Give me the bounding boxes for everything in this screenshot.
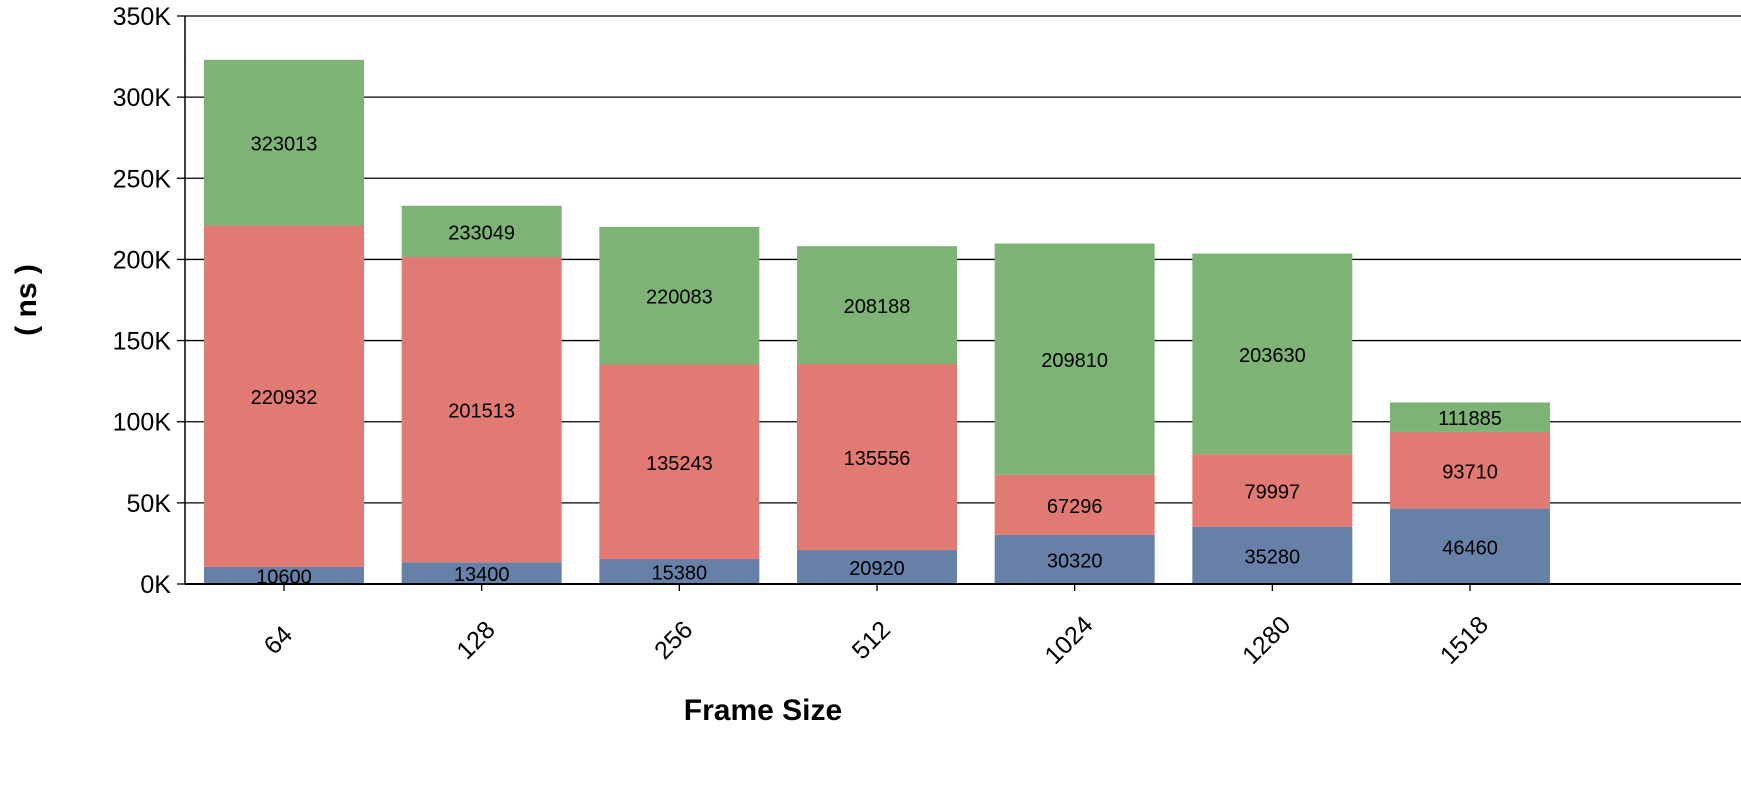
x-tick-label: 1518 (1435, 611, 1494, 670)
x-axis-title: Frame Size (684, 694, 842, 727)
bar-segment (994, 243, 1155, 475)
data-labels: 10600 220932 323013 13400 201513 233049 15380 1… (251, 134, 1502, 589)
bar-segment (1390, 508, 1551, 584)
y-tick-label: 350K (113, 3, 172, 31)
bar-segment (599, 226, 760, 365)
bar-value-label: 93710 (1442, 461, 1498, 483)
y-tick-label: 0K (140, 571, 171, 599)
bar-value-label: 135556 (844, 448, 911, 470)
bar-segment (401, 562, 562, 584)
y-axis-title: ( ns ) (10, 264, 43, 336)
bar-value-label: 220932 (251, 387, 318, 409)
bar-value-label: 13400 (454, 564, 510, 586)
bar-value-label: 20920 (849, 558, 905, 580)
bar-value-label: 35280 (1245, 546, 1301, 568)
bar-value-label: 323013 (251, 134, 318, 156)
bar-value-label: 208188 (844, 296, 911, 318)
bar-value-label: 135243 (646, 453, 713, 475)
x-tick-label: 256 (649, 616, 698, 665)
bar-segment (994, 534, 1155, 584)
bar-segment (401, 256, 562, 563)
bar-value-label: 10600 (256, 566, 312, 588)
bar-segment (1390, 402, 1551, 432)
bar-value-label: 203630 (1239, 345, 1306, 367)
y-tick-label: 250K (113, 165, 172, 193)
bar-value-label: 201513 (448, 401, 515, 423)
bar-value-label: 46460 (1442, 537, 1498, 559)
bar-segment (797, 550, 958, 584)
bar-value-label: 67296 (1047, 496, 1103, 518)
bar-value-label: 79997 (1245, 481, 1301, 503)
bar-segment (204, 566, 364, 584)
x-tick-label: 128 (451, 616, 500, 665)
y-tick-label: 200K (113, 246, 172, 274)
bar-segment (797, 364, 958, 551)
bar-segment (994, 474, 1155, 535)
bar-segment (1390, 431, 1551, 509)
bar-segment (204, 225, 364, 567)
bar-value-label: 233049 (448, 222, 515, 244)
bar-value-label: 220083 (646, 287, 713, 309)
y-tick-label: 50K (127, 490, 172, 518)
bar-value-label: 15380 (652, 563, 708, 585)
bars (204, 59, 1551, 584)
x-tick-label: 64 (259, 621, 299, 661)
y-tick-label: 100K (113, 409, 172, 437)
bar-segment (401, 205, 562, 257)
bar-segment (1192, 253, 1353, 455)
bar-segment (1192, 454, 1353, 527)
bar-segment (599, 364, 760, 560)
bar-segment (1192, 526, 1353, 584)
x-tick-label: 512 (847, 616, 896, 665)
bar-value-label: 111885 (1438, 408, 1502, 430)
bar-segment (599, 559, 760, 584)
bar-segment (204, 59, 364, 226)
y-tick-label: 150K (113, 328, 172, 356)
x-tick-label: 1024 (1039, 611, 1098, 670)
bar-value-label: 209810 (1041, 350, 1108, 372)
bar-value-label: 30320 (1047, 550, 1103, 572)
x-tick-label: 1280 (1237, 611, 1296, 670)
y-tick-label: 300K (113, 84, 172, 112)
bar-segment (797, 246, 958, 365)
